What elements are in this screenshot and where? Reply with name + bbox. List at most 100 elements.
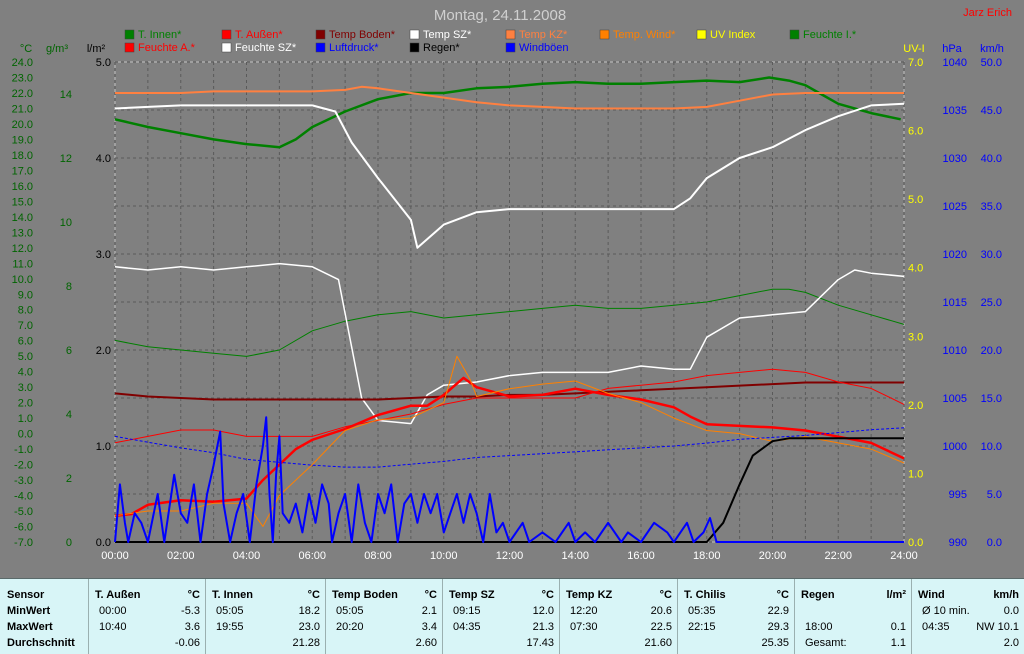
x-tick-label: 08:00 <box>364 550 392 562</box>
legend-swatch <box>124 29 135 40</box>
temp-tick-label: -4.0 <box>14 491 33 503</box>
stats-value: 0.1 <box>890 621 906 633</box>
rain-tick-label: 0.0 <box>96 537 111 549</box>
stats-value: 12.0 <box>532 605 554 617</box>
uv-tick-label: 1.0 <box>908 468 923 480</box>
wind-tick-label: 45.0 <box>981 105 1002 117</box>
stats-time: Ø 10 min. <box>922 605 970 617</box>
stats-value: 0.0 <box>1003 605 1019 617</box>
stats-time: 05:05 <box>336 605 364 617</box>
legend-label: Feuchte I.* <box>803 29 857 41</box>
uv-tick-label: 5.0 <box>908 194 923 206</box>
stats-sensor-title: Temp KZ <box>566 589 613 601</box>
temp-tick-label: 16.0 <box>12 181 33 193</box>
series-line-feuchte-a <box>114 368 905 444</box>
stats-value: -5.3 <box>181 605 200 617</box>
x-tick-label: 12:00 <box>496 550 524 562</box>
temp-tick-label: 5.0 <box>18 351 33 363</box>
stats-value: 21.3 <box>532 621 554 633</box>
series-line-regen <box>115 437 904 543</box>
stats-unit: °C <box>424 589 437 601</box>
temp-tick-label: 3.0 <box>18 382 33 394</box>
stats-sensor-title: T. Chilis <box>684 589 726 601</box>
stats-unit: l/m² <box>886 589 906 601</box>
series-line-temp-wind <box>114 355 905 527</box>
stats-time: 18:00 <box>805 621 833 633</box>
humidity-tick-label: 12 <box>60 153 72 165</box>
humidity-tick-label: 10 <box>60 217 72 229</box>
temp-tick-label: 6.0 <box>18 336 33 348</box>
temp-tick-label: -6.0 <box>14 522 33 534</box>
legend-label: Regen* <box>423 42 460 54</box>
rain-tick-label: 2.0 <box>96 345 111 357</box>
stats-unit: °C <box>659 589 672 601</box>
legend-swatch <box>409 29 420 40</box>
legend-label: Feuchte A.* <box>138 42 196 54</box>
legend-label: T. Innen* <box>138 29 182 41</box>
series-line-luftdruck <box>114 427 905 468</box>
temp-tick-label: 2.0 <box>18 398 33 410</box>
wind-tick-label: 5.0 <box>987 489 1002 501</box>
axis-unit-label: °C <box>20 43 32 55</box>
x-tick-label: 14:00 <box>561 550 589 562</box>
wind-tick-label: 25.0 <box>981 297 1002 309</box>
stats-time: 20:20 <box>336 621 364 633</box>
stats-value: 1.1 <box>890 637 906 649</box>
stats-time: 22:15 <box>688 621 716 633</box>
humidity-tick-label: 8 <box>66 281 72 293</box>
x-tick-label: 24:00 <box>890 550 918 562</box>
stats-time: 05:35 <box>688 605 716 617</box>
temp-tick-label: 10.0 <box>12 274 33 286</box>
wind-tick-label: 35.0 <box>981 201 1002 213</box>
series-line-windb-en <box>114 416 904 543</box>
legend-label: T. Außen* <box>235 29 283 41</box>
rain-tick-label: 4.0 <box>96 153 111 165</box>
temp-tick-label: 21.0 <box>12 103 33 115</box>
rain-tick-label: 5.0 <box>96 57 111 69</box>
legend-label: Temp Boden* <box>329 29 396 41</box>
stats-sensor-title: Temp SZ <box>449 589 495 601</box>
legend-label: Temp KZ* <box>519 29 568 41</box>
pressure-tick-label: 1005 <box>943 393 967 405</box>
statistics-panel: Sensor MinWert MaxWert Durchschnitt T. Außen… <box>0 578 1024 654</box>
wind-tick-label: 10.0 <box>981 441 1002 453</box>
legend-label: Temp SZ* <box>423 29 472 41</box>
humidity-tick-label: 6 <box>66 345 72 357</box>
temp-tick-label: 24.0 <box>12 57 33 69</box>
temp-tick-label: 4.0 <box>18 367 33 379</box>
x-tick-label: 02:00 <box>167 550 195 562</box>
stats-value: 21.60 <box>644 637 672 649</box>
stats-value: 23.0 <box>298 621 320 633</box>
temp-tick-label: -1.0 <box>14 444 33 456</box>
temp-tick-label: -2.0 <box>14 460 33 472</box>
temp-tick-label: 8.0 <box>18 305 33 317</box>
wind-tick-label: 0.0 <box>987 537 1002 549</box>
temp-tick-label: 14.0 <box>12 212 33 224</box>
stats-unit: km/h <box>993 589 1019 601</box>
stats-value: 25.35 <box>761 637 789 649</box>
stats-value: NW 10.1 <box>976 621 1019 633</box>
stats-unit: °C <box>187 589 200 601</box>
stats-block: Temp Boden °C 05:05 2.1 20:20 3.4 2.60 <box>325 579 443 654</box>
stats-time: 05:05 <box>216 605 244 617</box>
pressure-tick-label: 1030 <box>943 153 967 165</box>
legend-swatch <box>789 29 800 40</box>
temp-tick-label: 1.0 <box>18 413 33 425</box>
stats-value: -0.06 <box>174 637 200 649</box>
stats-time: 09:15 <box>453 605 481 617</box>
x-tick-label: 18:00 <box>693 550 721 562</box>
axis-unit-label: l/m² <box>87 43 106 55</box>
pressure-tick-label: 1035 <box>943 105 967 117</box>
temp-tick-label: 12.0 <box>12 243 33 255</box>
x-tick-label: 00:00 <box>101 550 129 562</box>
stats-unit: °C <box>776 589 789 601</box>
uv-tick-label: 2.0 <box>908 400 923 412</box>
x-tick-label: 10:00 <box>430 550 458 562</box>
chart-title: Montag, 24.11.2008 <box>434 7 566 24</box>
stats-value: 22.5 <box>650 621 672 633</box>
pressure-tick-label: 1040 <box>943 57 967 69</box>
humidity-tick-label: 2 <box>66 473 72 485</box>
legend-swatch <box>696 29 707 40</box>
stats-value: 18.2 <box>298 605 320 617</box>
stats-block: Temp KZ °C 12:20 20.6 07:30 22.5 21.60 <box>559 579 678 654</box>
